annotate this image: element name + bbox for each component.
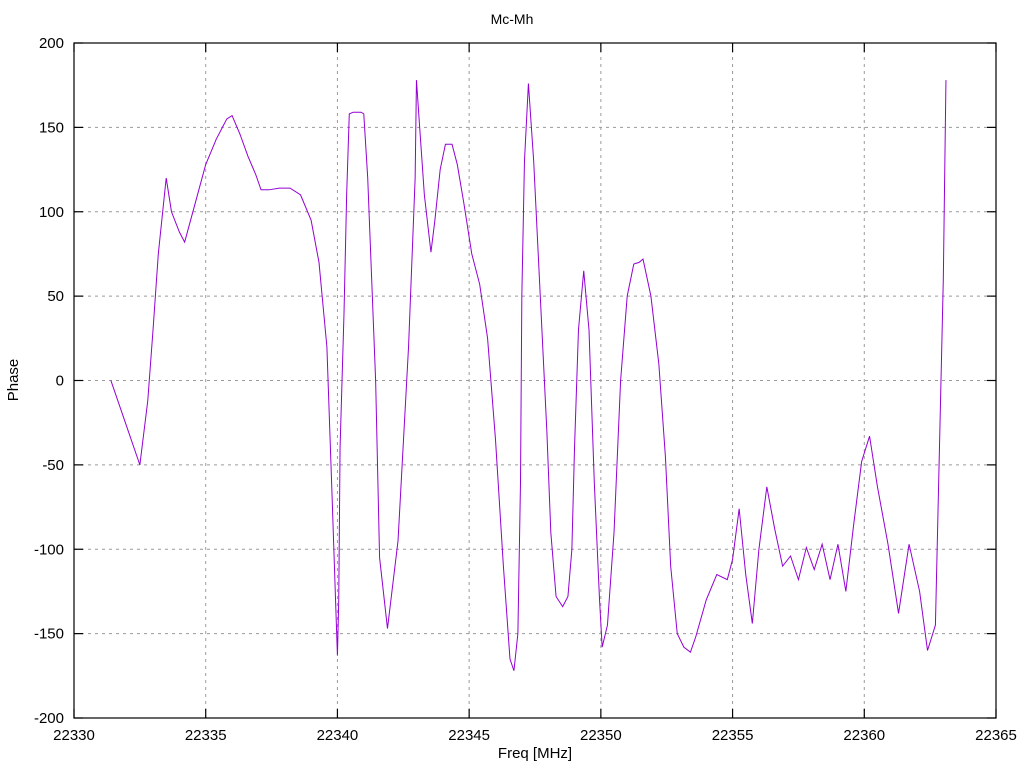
y-tick-label: 100	[39, 204, 64, 221]
x-tick-label: 22350	[580, 727, 622, 744]
x-tick-label: 22335	[185, 727, 227, 744]
y-tick-label: 50	[47, 288, 64, 305]
y-tick-label: -150	[34, 626, 64, 643]
x-tick-label: 22365	[975, 727, 1017, 744]
y-tick-label: -100	[34, 541, 64, 558]
y-axis-tick-labels: -200 -150 -100 -50 0 50 100 150 200	[34, 35, 64, 727]
chart-title: Mc-Mh	[491, 11, 534, 27]
y-axis-title: Phase	[5, 359, 22, 402]
y-tick-label: -50	[42, 457, 64, 474]
x-tick-label: 22345	[448, 727, 490, 744]
vertical-gridlines	[205, 43, 865, 718]
y-tick-label: 200	[39, 35, 64, 52]
x-tick-label: 22360	[843, 727, 885, 744]
x-axis-ticks	[73, 43, 997, 718]
y-tick-label: -200	[34, 710, 64, 727]
y-tick-label: 0	[56, 373, 64, 390]
x-tick-label: 22330	[53, 727, 95, 744]
y-axis-ticks	[74, 42, 996, 719]
x-axis-tick-labels: 22330 22335 22340 22345 22350 22355 22360 22365	[53, 727, 1017, 744]
x-tick-label: 22340	[317, 727, 359, 744]
x-axis-title: Freq [MHz]	[498, 745, 572, 762]
x-tick-label: 22355	[712, 727, 754, 744]
y-tick-label: 150	[39, 119, 64, 136]
data-series-line	[110, 80, 947, 671]
